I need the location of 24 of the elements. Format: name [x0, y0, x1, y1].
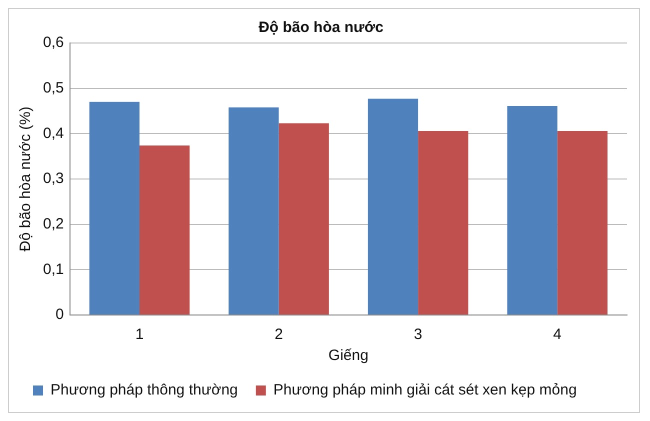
bar	[228, 107, 279, 314]
bar	[139, 145, 190, 314]
bar	[278, 123, 329, 314]
x-tick-label: 4	[553, 326, 562, 344]
bar	[418, 130, 468, 314]
chart-title: Độ bão hòa nước	[258, 19, 384, 36]
bar	[368, 98, 418, 314]
y-axis-title: Độ bão hòa nước (%)	[17, 106, 34, 252]
y-tick-label: 0,1	[42, 260, 64, 278]
y-tick-label: 0,3	[42, 170, 64, 188]
x-tick-label: 3	[414, 326, 422, 344]
x-axis-title: Giếng	[328, 347, 368, 364]
bar	[89, 102, 140, 314]
legend-label: Phương pháp minh giải cát sét xen kẹp mỏng	[273, 382, 577, 399]
bar	[507, 106, 558, 314]
x-tick-label: 2	[274, 326, 283, 344]
bar	[557, 130, 608, 314]
y-tick-label: 0,6	[42, 34, 64, 52]
y-tick-label: 0,4	[42, 124, 64, 142]
y-tick-label: 0,2	[42, 215, 64, 232]
x-tick-label: 1	[135, 326, 144, 344]
y-tick-label: 0,5	[42, 79, 64, 96]
y-tick-label: 0	[56, 306, 64, 324]
legend-label: Phương pháp thông thường	[50, 382, 238, 399]
